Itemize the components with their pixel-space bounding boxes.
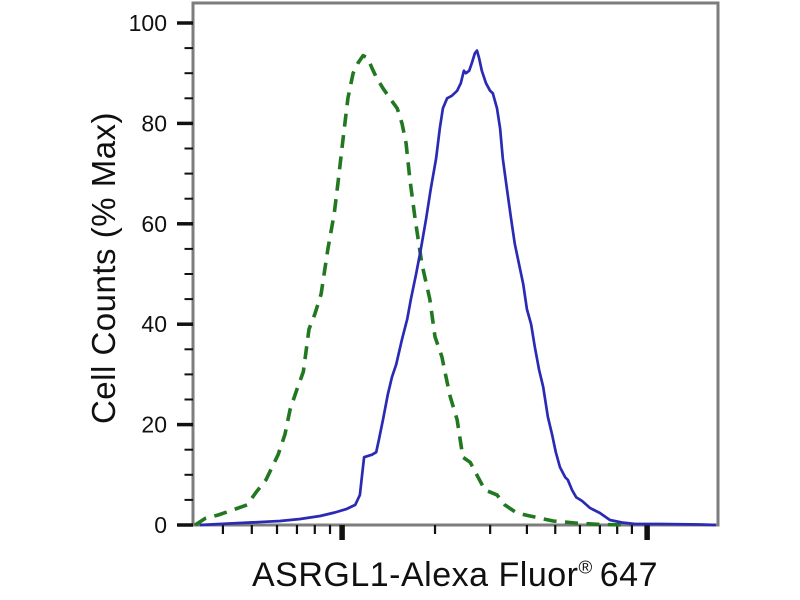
y-axis-ticks-group — [177, 21, 193, 527]
curve-blue-solid — [199, 49, 716, 527]
curves-group — [194, 49, 716, 527]
registered-trademark-icon: ® — [578, 556, 593, 578]
x-axis-title: ASRGL1-Alexa Fluor® 647 — [252, 556, 658, 595]
curve-green-dashed — [194, 53, 630, 527]
y-axis-tick-labels-group: 0 20 40 60 80 100 — [129, 10, 167, 538]
x-axis-title-number: 647 — [599, 556, 658, 594]
y-tick-label: 100 — [129, 10, 167, 36]
y-tick-label: 40 — [141, 311, 167, 337]
plot-frame — [191, 1, 720, 527]
x-axis-ticks-group — [221, 525, 650, 540]
y-tick-label: 20 — [141, 412, 167, 438]
y-tick-label: 80 — [141, 110, 167, 136]
plot-frame-group — [191, 1, 720, 527]
y-tick-label: 0 — [154, 512, 167, 538]
y-axis-title: Cell Counts (% Max) — [85, 111, 122, 425]
y-tick-label: 60 — [141, 211, 167, 237]
x-axis-title-main: ASRGL1-Alexa Fluor — [252, 556, 579, 594]
